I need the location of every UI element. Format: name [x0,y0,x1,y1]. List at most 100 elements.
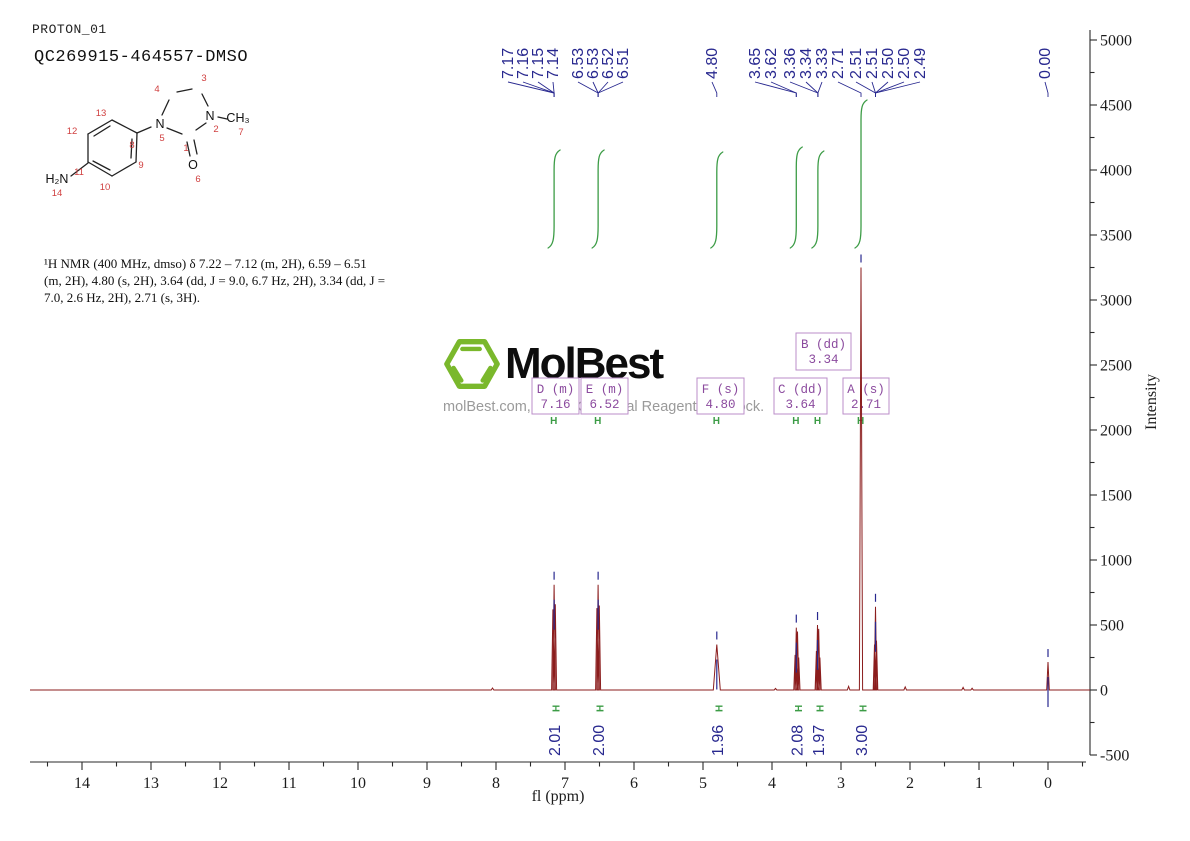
peak-label-connector [837,81,862,97]
integral-region-marker: H [792,416,799,427]
peak-annotation-box [696,377,745,415]
integral-value: 3.00 [854,725,871,756]
bond [161,99,170,116]
peak-label-connector [871,81,876,97]
bond [201,93,209,107]
x-tick-label: 0 [1044,775,1052,792]
atom-label: CH₃ [226,111,249,125]
integral-curve [811,150,825,249]
y-tick-label: 1500 [1100,488,1132,505]
integral-bracket-marker: H [815,705,826,712]
atom-number: 10 [100,182,111,193]
peak-label-connector [770,81,797,97]
annotation-multiplet: A (s) [847,383,885,397]
atom-number: 4 [154,84,159,95]
annotation-multiplet: C (dd) [778,383,823,397]
atom-label: O [188,158,198,172]
annotation-multiplet: B (dd) [801,338,846,352]
x-tick-label: 12 [212,775,228,792]
peak-shift-label: 4.80 [704,48,721,79]
peak-shift-label: 2.50 [880,48,897,79]
integral-bracket-marker: H [714,705,725,712]
integral-value: 1.96 [710,725,727,756]
y-tick-label: 500 [1100,618,1124,635]
bond [87,119,113,135]
y-tick-label: -500 [1100,748,1129,765]
annotation-shift: 4.80 [705,398,735,412]
peak-label-connector [507,81,555,97]
bond [93,125,111,137]
atom-number: 7 [238,127,243,138]
experiment-name: PROTON_01 [32,22,107,37]
atom-number: 14 [52,188,63,199]
atom-label: N [205,109,214,123]
integral-bracket-marker: H [596,705,607,712]
x-tick-label: 8 [492,775,500,792]
x-tick-label: 1 [975,775,983,792]
annotation-multiplet: D (m) [537,383,575,397]
x-tick-label: 11 [281,775,296,792]
spectrum-trace [30,267,1090,691]
axes: 14 13 12 11 10 9 8 7 6 5 4 3 2 1 050004500400035003000… [30,30,1132,792]
y-tick-label: 1000 [1100,553,1132,570]
x-tick-label: 10 [350,775,366,792]
bond [92,160,111,171]
peak-shift-label: 7.14 [545,48,562,79]
y-axis-label: Intensity [1143,374,1160,430]
x-axis-label: fl (ppm) [532,788,585,805]
atom-number: 6 [195,174,200,185]
bond [70,162,89,177]
atom-number: 13 [96,108,107,119]
peak-shift-label: 2.51 [848,48,865,79]
x-tick-label: 5 [699,775,707,792]
atom-label: H₂N [46,172,69,186]
integral-value: 2.01 [547,725,564,756]
y-tick-label: 3000 [1100,293,1132,310]
integral-bracket-marker: H [859,705,870,712]
peak-annotation-box [795,332,852,371]
peak-shift-label: 2.51 [864,48,881,79]
atom-number: 9 [138,160,143,171]
y-tick-label: 2000 [1100,423,1132,440]
y-tick-label: 5000 [1100,33,1132,50]
y-tick-label: 3500 [1100,228,1132,245]
x-tick-label: 14 [74,775,90,792]
integral-curve [591,149,605,249]
integral-curve [710,151,724,249]
bond [136,126,152,134]
nmr-assignment-text: ¹H NMR (400 MHz, dmso) δ 7.22 – 7.12 (m,… [44,256,386,305]
annotation-shift: 3.34 [808,353,838,367]
integral-value: 1.97 [811,725,828,756]
annotation-shift: 6.52 [589,398,619,412]
peak-shift-label: 2.50 [896,48,913,79]
annotation-shift: 7.16 [540,398,570,412]
x-tick-label: 3 [837,775,845,792]
benzene-logo-icon [444,339,500,389]
integral-region-marker: H [713,416,720,427]
integral-region-marker: H [594,416,601,427]
x-tick-label: 13 [143,775,159,792]
peak-label-connector [875,81,889,97]
peak-label-connector [552,81,555,97]
atom-number: 8 [129,140,134,151]
integral-bracket-marker: H [794,705,805,712]
x-tick-label: 9 [423,775,431,792]
peak-annotation-box [842,377,890,415]
bond [111,119,138,134]
peak-annotation-box [531,377,580,415]
integral-region-marker: H [814,416,821,427]
x-tick-label: 4 [768,775,776,792]
annotation-multiplet: F (s) [702,383,740,397]
peak-shift-label: 0.00 [1037,48,1054,79]
y-tick-label: 0 [1100,683,1108,700]
annotation-shift: 3.64 [785,398,815,412]
atom-number: 12 [67,126,78,137]
sample-id: QC269915-464557-DMSO [34,48,249,67]
integral-bracket-marker: H [552,705,563,712]
annotation-shift: 2.71 [851,398,881,412]
integral-region-marker: H [550,416,557,427]
